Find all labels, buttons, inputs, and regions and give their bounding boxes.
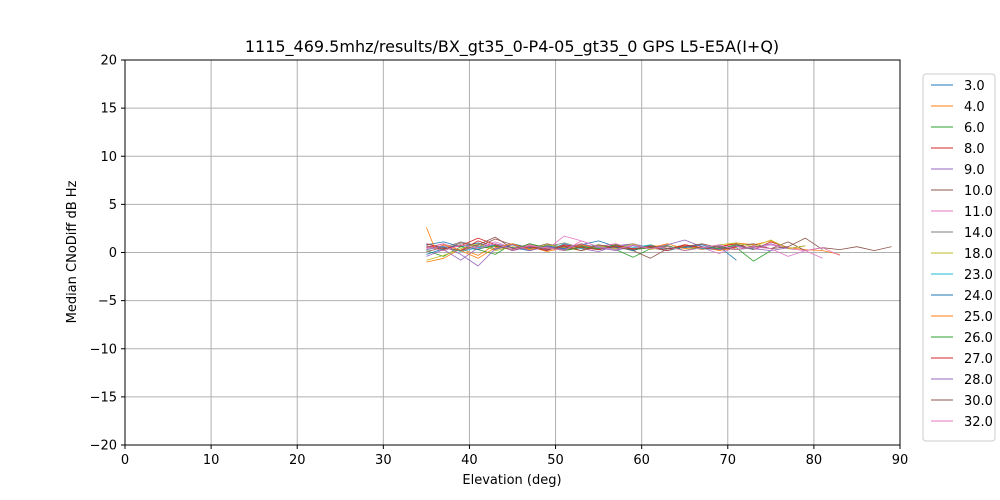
legend-label: 23.0 — [964, 268, 993, 283]
y-tick-label: 0 — [109, 246, 117, 261]
x-tick-label: 50 — [547, 453, 564, 468]
x-axis: 0 10 20 30 40 50 60 70 80 90 — [121, 445, 908, 468]
y-tick-label: −5 — [98, 294, 117, 309]
y-tick-label: 5 — [109, 198, 117, 213]
x-tick-label: 30 — [375, 453, 392, 468]
legend-label: 28.0 — [964, 373, 993, 388]
y-tick-label: 20 — [100, 54, 117, 69]
y-tick-label: −15 — [90, 390, 117, 405]
y-tick-label: 15 — [100, 102, 117, 117]
legend-box — [922, 73, 996, 442]
series-line-30.0 — [426, 236, 823, 252]
x-tick-label: 10 — [203, 453, 220, 468]
x-tick-label: 0 — [121, 453, 129, 468]
legend-label: 8.0 — [964, 142, 985, 157]
x-axis-title: Elevation (deg) — [462, 473, 561, 488]
legend-label: 10.0 — [964, 184, 993, 199]
legend-label: 14.0 — [964, 226, 993, 241]
grid — [124, 59, 901, 446]
y-axis-title: Median CNoDiff dB Hz — [65, 180, 80, 323]
chart-title: 1115_469.5mhz/results/BX_gt35_0-P4-05_gt… — [245, 37, 779, 57]
x-tick-label: 60 — [633, 453, 650, 468]
series-lines — [426, 227, 892, 267]
legend-label: 9.0 — [964, 163, 985, 178]
series-line-18.0 — [426, 239, 806, 261]
x-tick-label: 90 — [892, 453, 909, 468]
series-line-28.0 — [426, 239, 789, 267]
legend-label: 3.0 — [964, 79, 985, 94]
series-line-25.0 — [426, 227, 737, 259]
legend-label: 6.0 — [964, 121, 985, 136]
y-axis: 20 15 10 5 0 −5 −10 −15 −20 — [90, 54, 125, 454]
legend-label: 18.0 — [964, 247, 993, 262]
y-tick-label: 10 — [100, 150, 117, 165]
series-line-32.0 — [426, 240, 840, 257]
legend-label: 25.0 — [964, 310, 993, 325]
series-line-27.0 — [426, 237, 737, 252]
x-tick-label: 40 — [461, 453, 478, 468]
y-tick-label: −20 — [90, 439, 117, 454]
legend-label: 4.0 — [964, 100, 985, 115]
legend-label: 30.0 — [964, 394, 993, 409]
x-tick-label: 80 — [806, 453, 823, 468]
legend-label: 32.0 — [964, 415, 993, 430]
legend-label: 11.0 — [964, 205, 993, 220]
x-tick-label: 20 — [289, 453, 306, 468]
legend-label: 26.0 — [964, 331, 993, 346]
x-tick-label: 70 — [720, 453, 737, 468]
y-tick-label: −10 — [90, 342, 117, 357]
legend: 3.0 4.0 6.0 8.0 9.0 10.0 11.0 14.0 18.0 23.0 24.0 2… — [922, 73, 996, 442]
legend-label: 27.0 — [964, 352, 993, 367]
legend-label: 24.0 — [964, 289, 993, 304]
